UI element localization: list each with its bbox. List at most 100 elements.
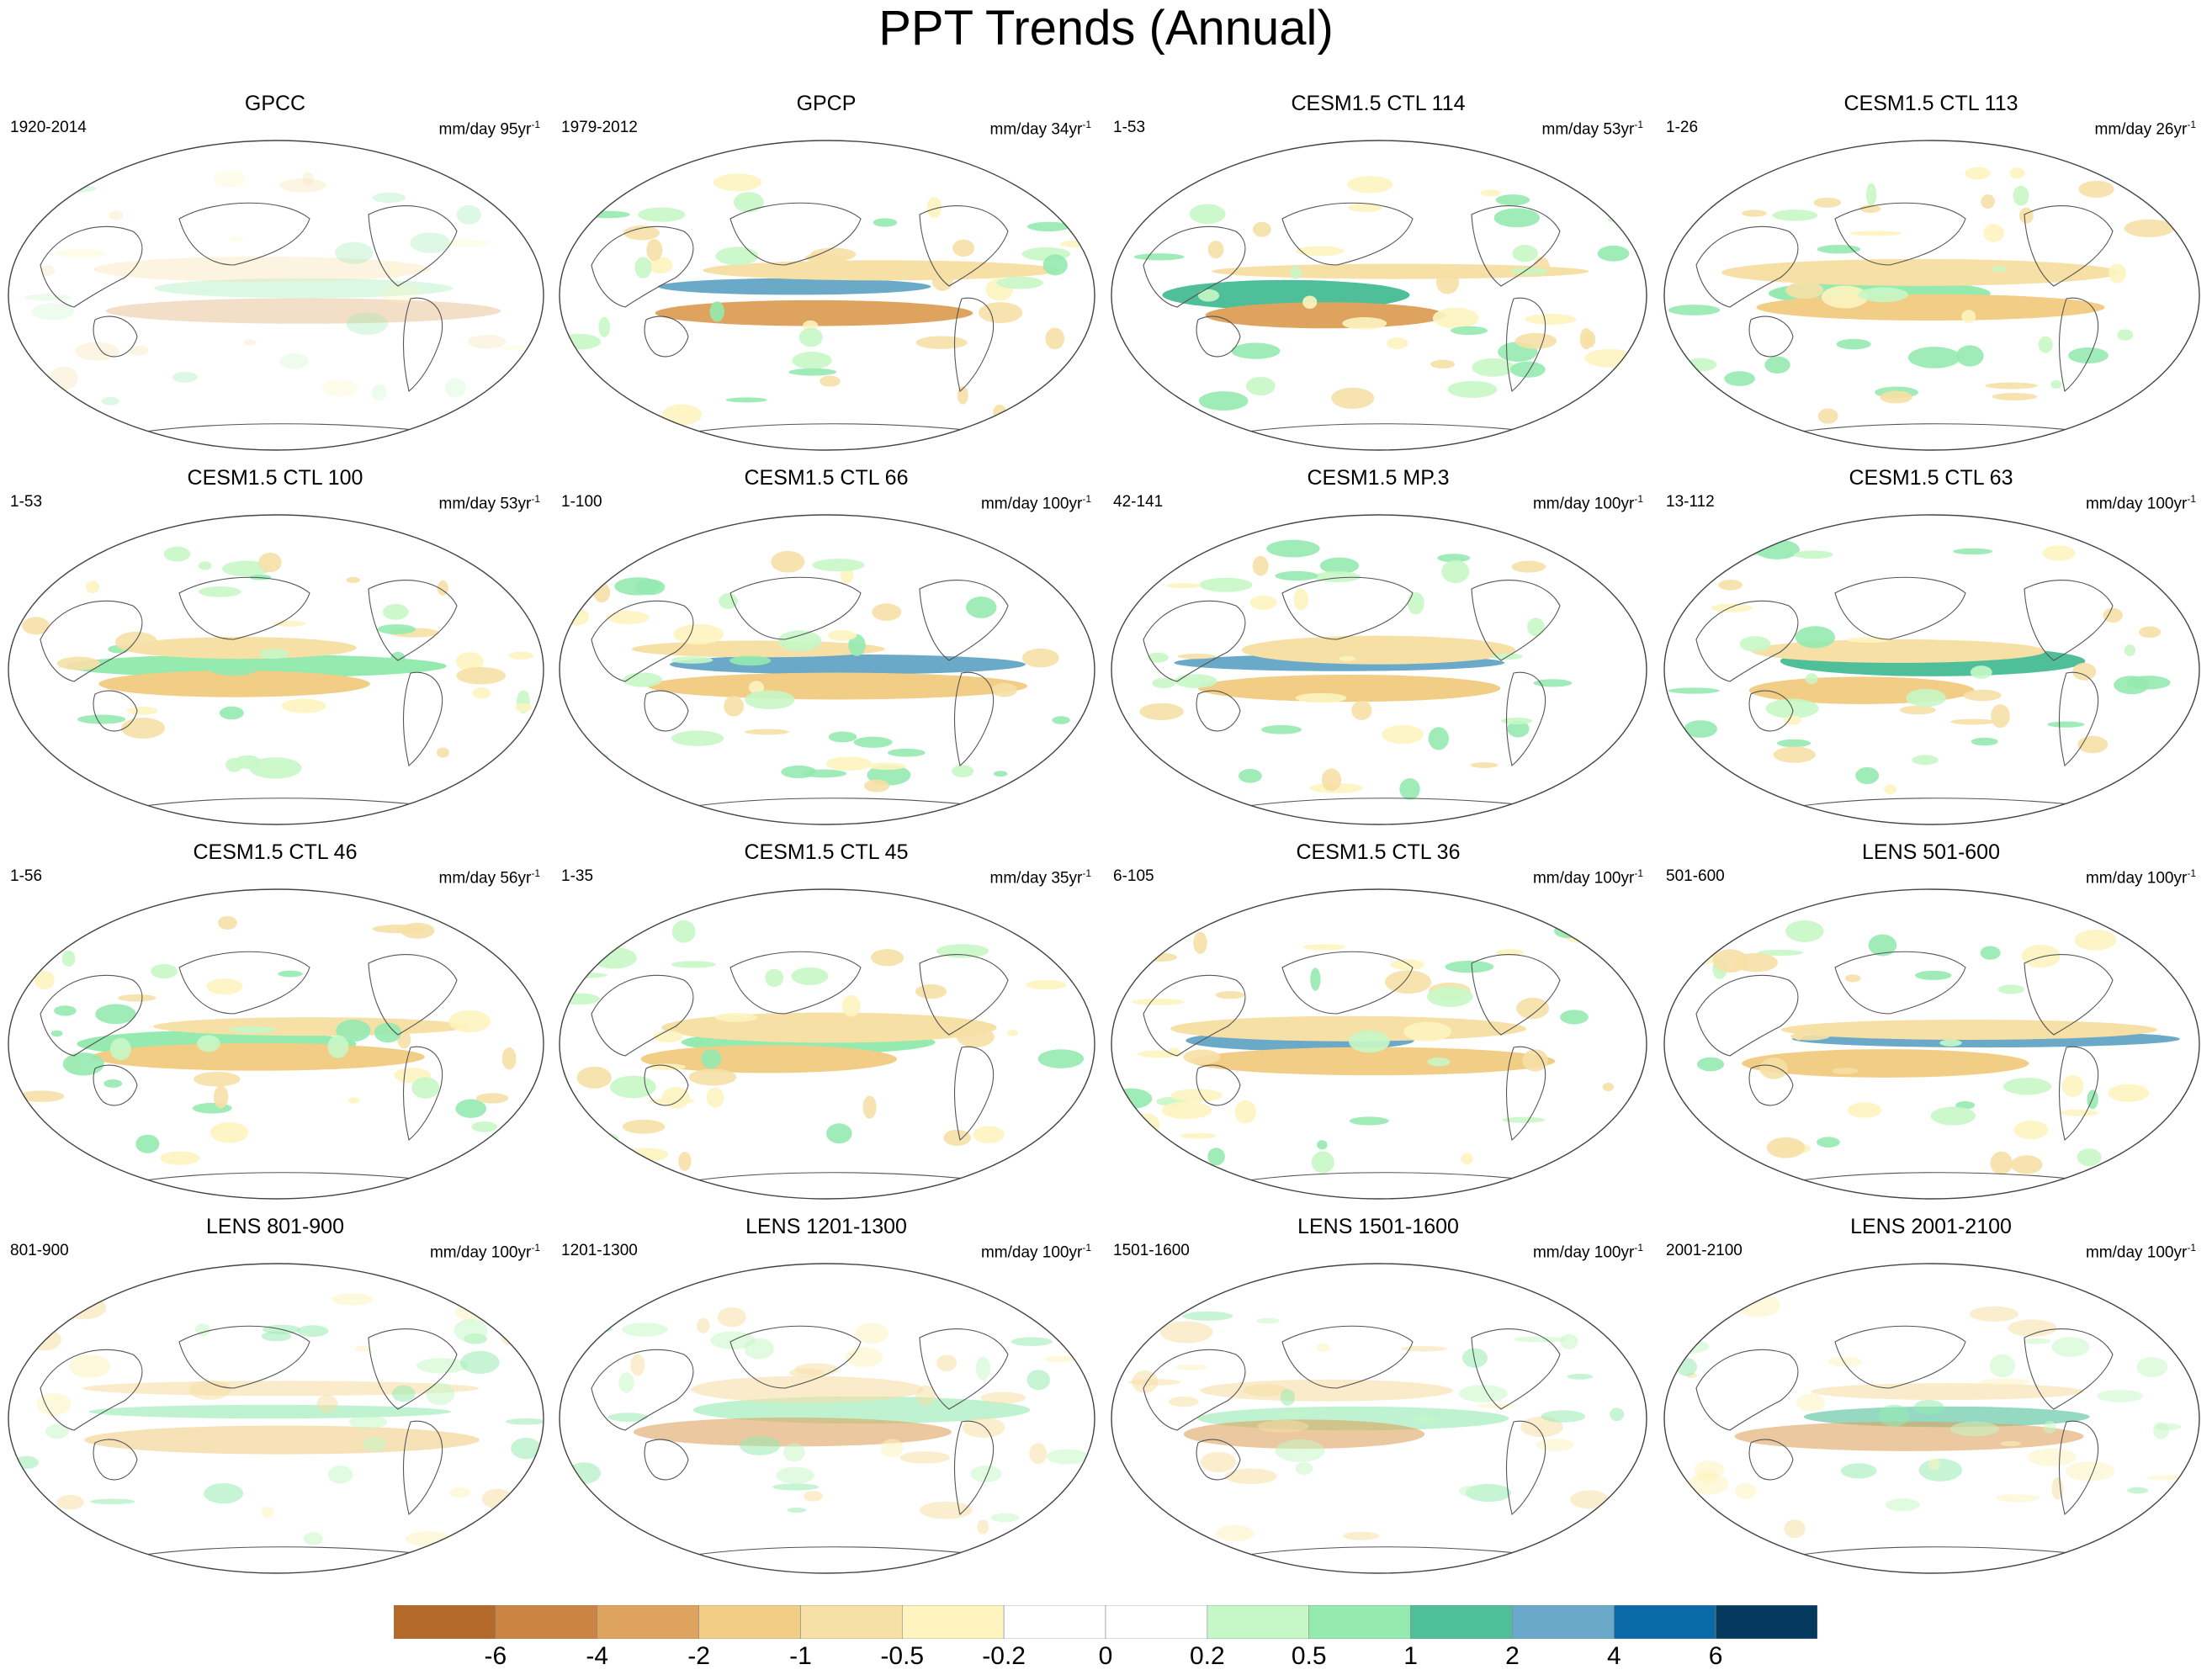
coastline: [644, 1064, 689, 1106]
trend-anomaly: [1037, 1049, 1085, 1068]
trend-anomaly: [1399, 778, 1420, 800]
trend-anomaly: [826, 1123, 852, 1144]
trend-anomaly: [980, 1391, 1026, 1404]
trend-anomaly: [1302, 295, 1318, 309]
trend-anomaly: [1990, 1151, 2013, 1175]
panel-units: mm/day 100yr-1: [1532, 493, 1643, 513]
trend-anomaly: [56, 656, 101, 671]
trend-anomaly: [22, 617, 50, 635]
trend-anomaly: [648, 672, 1028, 700]
trend-anomaly: [1844, 974, 1861, 983]
trend-anomaly: [1047, 1520, 1095, 1531]
trend-anomaly: [1029, 1443, 1048, 1465]
trend-anomaly: [1827, 1356, 1862, 1367]
trend-anomaly: [1461, 1348, 1488, 1368]
trend-anomaly: [729, 655, 772, 666]
trend-anomaly: [1138, 1050, 1184, 1058]
trend-anomaly: [745, 690, 795, 710]
coastline: [1471, 1328, 1561, 1410]
trend-anomaly: [1510, 268, 1548, 275]
trend-anomaly: [1790, 1032, 1830, 1041]
trend-anomaly: [970, 1465, 1002, 1483]
coastline: [683, 1546, 996, 1557]
colorbar-tick-label: 6: [1708, 1642, 1723, 1670]
trend-anomaly: [1981, 194, 1996, 209]
trend-anomaly: [1546, 541, 1587, 555]
coastline: [644, 690, 689, 732]
trend-anomaly: [1224, 1468, 1277, 1485]
trend-anomaly: [618, 1372, 634, 1393]
trend-anomaly: [198, 561, 212, 570]
trend-anomaly: [449, 1487, 471, 1498]
coastline: [178, 951, 310, 1015]
trend-anomaly: [1685, 358, 1717, 372]
trend-anomaly: [1939, 1039, 1962, 1047]
trend-anomaly: [777, 630, 822, 652]
coastline: [1788, 798, 2101, 808]
trend-anomaly: [1735, 1293, 1781, 1317]
trend-anomaly: [1915, 970, 1952, 980]
coastline: [1695, 974, 1799, 1057]
coastline: [1788, 1546, 2101, 1557]
coastline: [591, 600, 694, 682]
coastline: [93, 315, 138, 358]
trend-anomaly: [1759, 1057, 1788, 1079]
map-frame: [1663, 1263, 2200, 1574]
panel-period: 501-600: [1666, 867, 1725, 885]
trend-anomaly: [2150, 407, 2195, 418]
trend-anomaly: [1758, 949, 1804, 956]
trend-anomaly: [638, 207, 686, 222]
colorbar-swatch: [698, 1605, 801, 1639]
trend-anomaly: [259, 649, 289, 660]
coastline: [1471, 205, 1561, 287]
trend-anomaly: [2051, 1337, 2090, 1357]
coastline: [403, 671, 443, 766]
trend-anomaly: [1840, 1463, 1877, 1479]
trend-anomaly: [448, 1010, 491, 1033]
trend-anomaly: [389, 262, 400, 280]
colorbar-swatch: [1105, 1605, 1208, 1639]
trend-anomaly: [1052, 716, 1070, 724]
trend-anomaly: [334, 241, 374, 264]
trend-anomaly: [648, 1063, 687, 1071]
coastline: [591, 974, 694, 1057]
trend-anomaly: [1252, 221, 1271, 237]
trend-anomaly: [1060, 240, 1094, 248]
trend-anomaly: [105, 298, 501, 324]
colorbar-swatch: [1410, 1605, 1513, 1639]
trend-anomaly: [631, 640, 885, 658]
trend-anomaly: [1985, 382, 2038, 390]
trend-anomaly: [1316, 1343, 1330, 1353]
coastline: [40, 225, 143, 308]
trend-anomaly: [1502, 1116, 1546, 1123]
coastline: [1788, 1172, 2101, 1183]
trend-anomaly: [560, 333, 602, 350]
trend-anomaly: [1995, 1494, 2040, 1503]
trend-anomaly: [2042, 545, 2076, 561]
coastline: [1281, 951, 1414, 1015]
trend-anomaly: [151, 963, 178, 979]
trend-anomaly: [34, 970, 55, 990]
coastline: [683, 1172, 996, 1183]
trend-anomaly: [1026, 1370, 1050, 1391]
trend-anomaly: [1245, 376, 1276, 395]
coastline: [919, 205, 1009, 287]
trend-anomaly: [1533, 679, 1573, 687]
trend-anomaly: [1159, 1321, 1213, 1344]
trend-anomaly: [90, 1498, 135, 1505]
trend-anomaly: [1427, 986, 1473, 1007]
trend-anomaly: [472, 175, 522, 184]
trend-anomaly: [1459, 1486, 1480, 1497]
trend-anomaly: [109, 1037, 131, 1061]
trend-anomaly: [828, 731, 857, 743]
map-panel-lens-501-600: LENS 501-600 501-600 mm/day 100yr-1: [1658, 840, 2204, 1201]
trend-anomaly: [2013, 185, 2029, 206]
trend-anomaly: [1687, 1472, 1729, 1495]
trend-anomaly: [661, 1012, 997, 1043]
coastline: [2024, 205, 2114, 287]
trend-anomaly: [801, 769, 847, 778]
panel-units: mm/day 100yr-1: [980, 493, 1091, 513]
trend-anomaly: [98, 671, 370, 697]
trend-anomaly: [828, 629, 857, 641]
trend-anomaly: [560, 934, 598, 954]
